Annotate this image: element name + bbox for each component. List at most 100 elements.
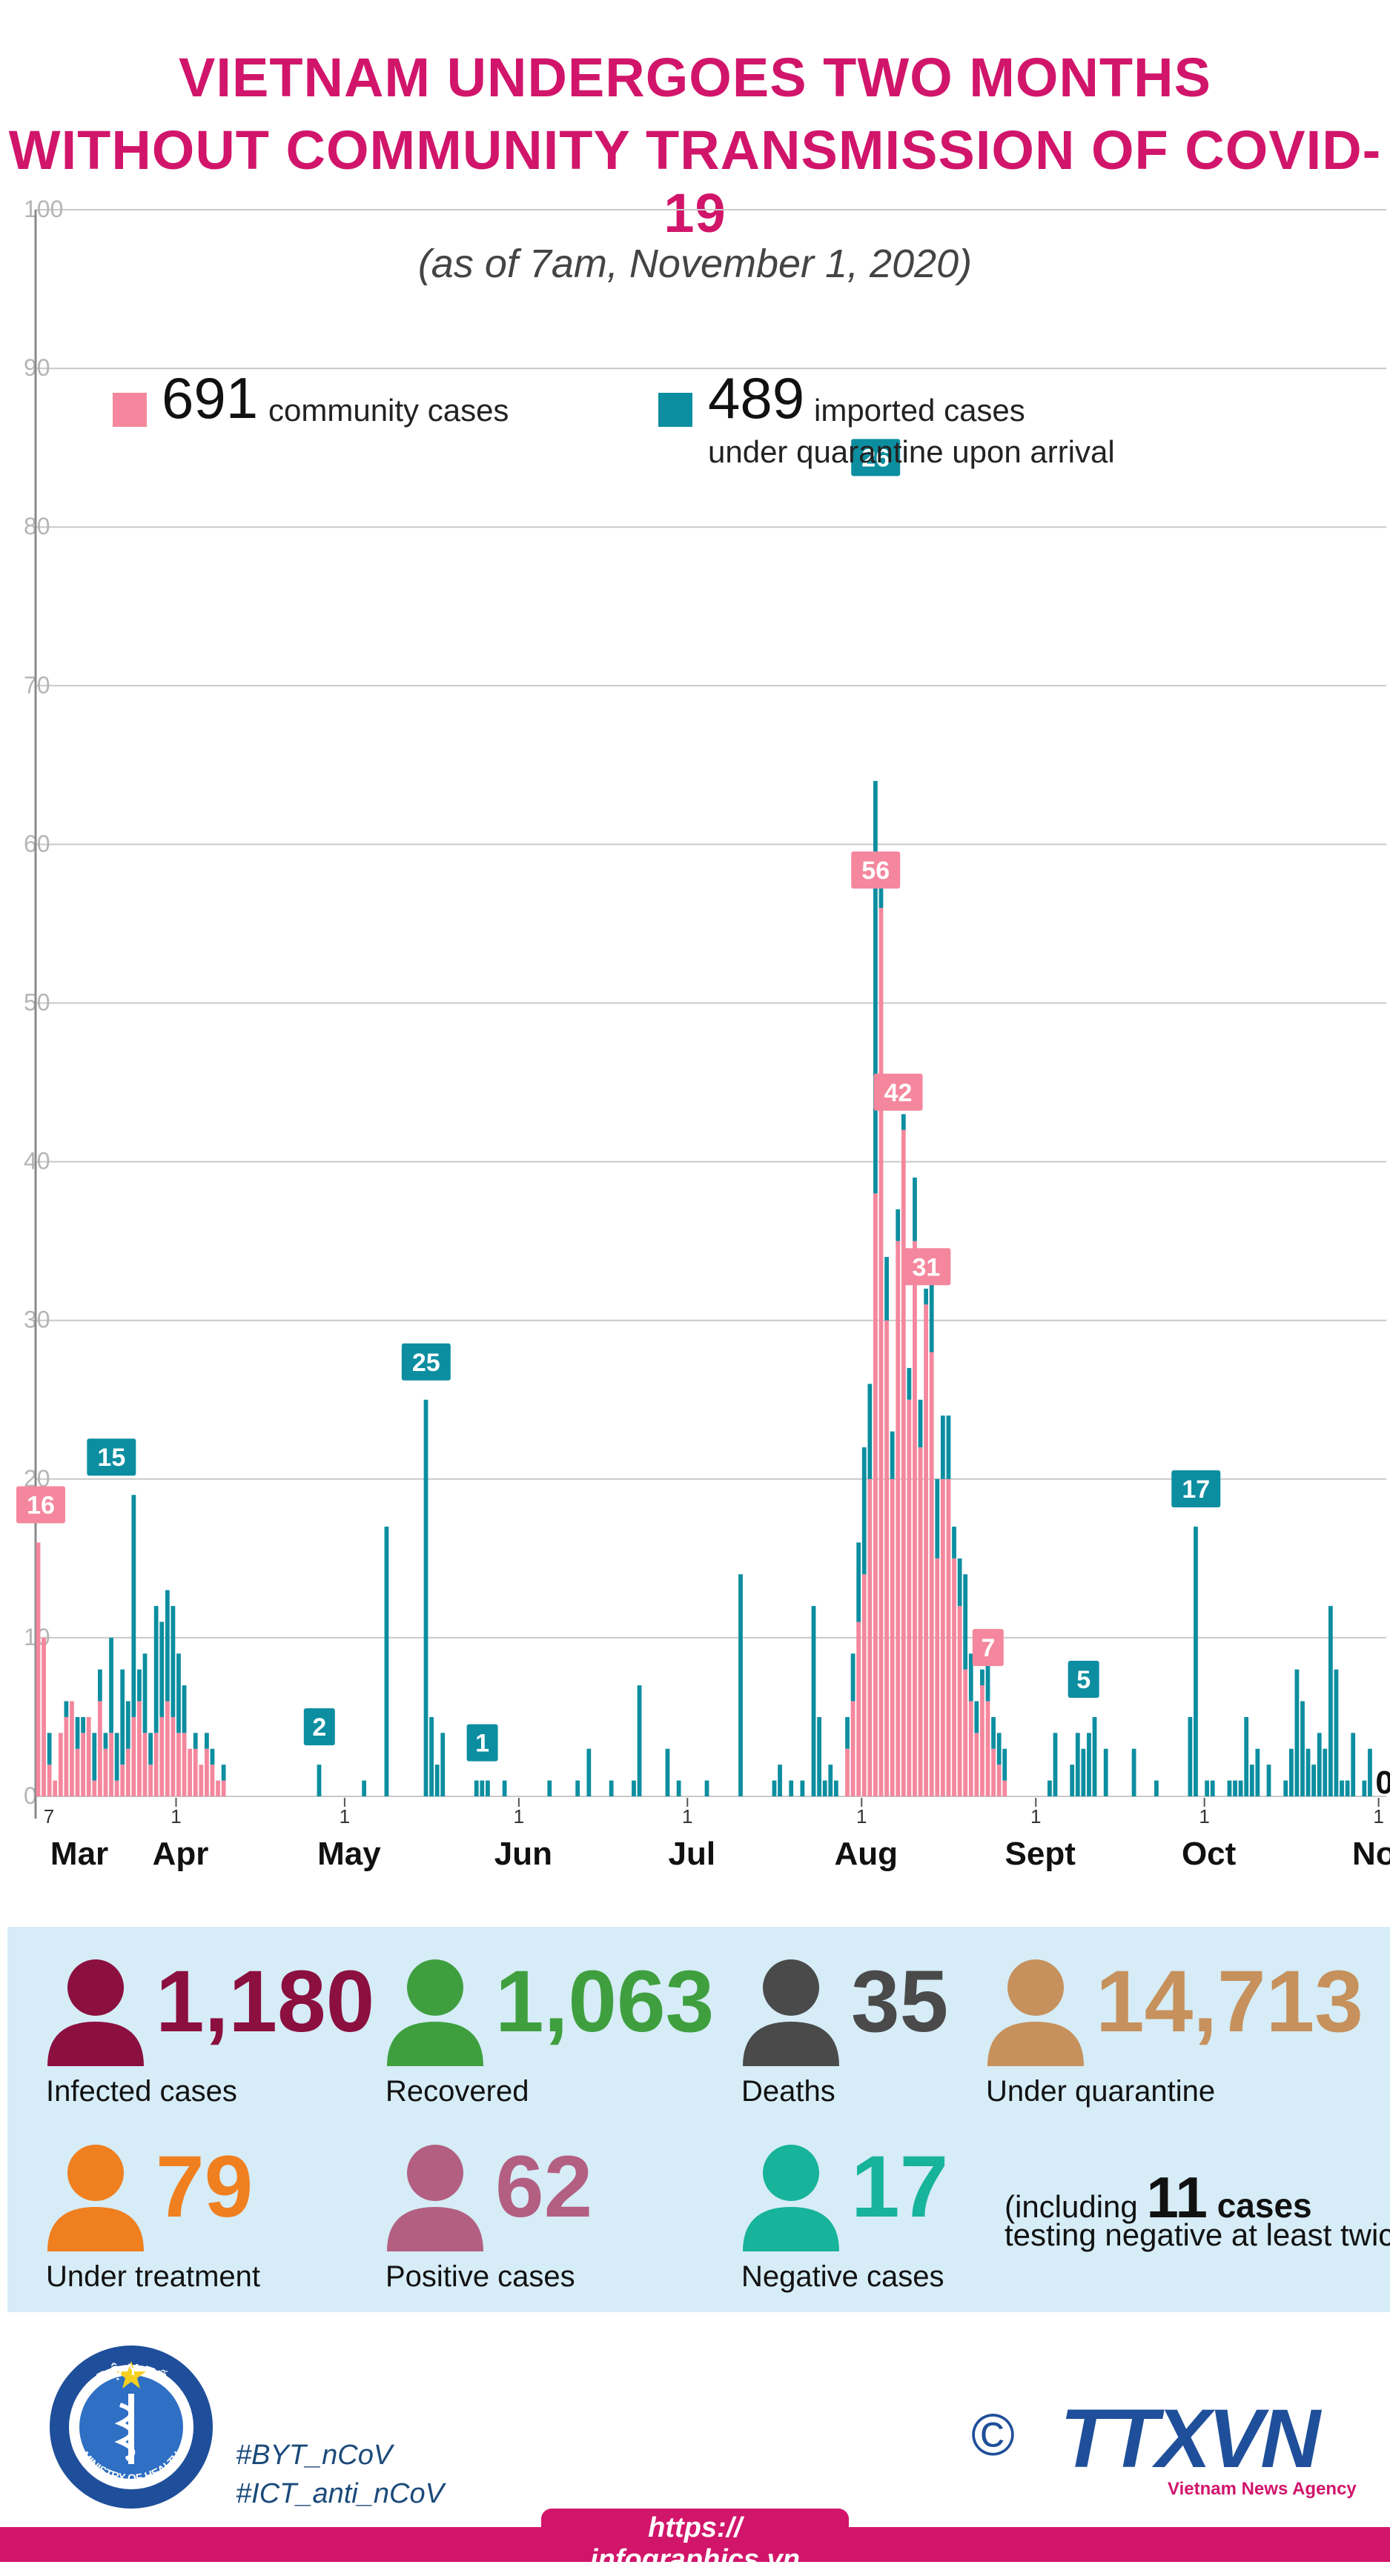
bar-imported xyxy=(946,1415,951,1479)
annotation-box xyxy=(873,1073,923,1111)
x-month-label: Jun xyxy=(494,1836,552,1872)
x-day-label: 1 xyxy=(682,1805,692,1828)
bar-imported xyxy=(1255,1748,1260,1796)
bar-imported xyxy=(193,1733,198,1749)
bar-community xyxy=(210,1765,215,1796)
bar-community xyxy=(188,1748,193,1796)
bar-community xyxy=(171,1716,176,1796)
bar-imported xyxy=(1288,1748,1294,1796)
bar-imported xyxy=(440,1733,446,1796)
bar-imported xyxy=(1087,1733,1091,1796)
bar-imported xyxy=(822,1780,827,1796)
bar-imported xyxy=(957,1558,962,1607)
bar-imported xyxy=(924,1288,929,1305)
person-icon xyxy=(47,2145,144,2251)
bar-imported xyxy=(1131,1748,1136,1796)
stat-quarantine-label: Under quarantine xyxy=(986,2075,1216,2108)
bar-imported xyxy=(817,1716,821,1796)
annotation-label: 2 xyxy=(312,1713,326,1742)
y-tick-label: 80 xyxy=(24,513,50,540)
bar-community xyxy=(114,1780,119,1796)
ministry-of-health-seal: BỘ Y TẾ MINISTRY OF HEALTH xyxy=(50,2346,213,2509)
bar-community xyxy=(165,1701,170,1796)
bar-imported xyxy=(1210,1780,1215,1796)
person-icon xyxy=(387,1959,483,2066)
bar-imported xyxy=(1317,1733,1322,1796)
bar-imported xyxy=(1300,1701,1305,1796)
bar-imported xyxy=(125,1701,130,1749)
bar-imported xyxy=(103,1733,108,1749)
bar-community xyxy=(924,1304,929,1796)
bar-imported xyxy=(884,1257,889,1321)
bar-community xyxy=(952,1558,956,1796)
bar-imported xyxy=(901,1114,906,1130)
x-month-label: Sept xyxy=(1005,1836,1076,1872)
bar-imported xyxy=(963,1574,968,1670)
stat-negative-label: Negative cases xyxy=(741,2260,944,2293)
annotation-label: 17 xyxy=(1182,1475,1210,1504)
y-tick-label: 70 xyxy=(24,671,50,698)
ttxvn-logo: TTXVN xyxy=(1060,2392,1320,2485)
stat-treatment-value: 79 xyxy=(156,2138,254,2236)
bar-imported xyxy=(205,1733,209,1749)
stat-recovered-value: 1,063 xyxy=(495,1953,715,2051)
bar-imported xyxy=(362,1780,367,1796)
bar-community xyxy=(153,1733,159,1796)
x-day-label: 1 xyxy=(1373,1805,1383,1828)
bar-community xyxy=(81,1733,86,1796)
bar-imported xyxy=(47,1733,52,1765)
bar-imported xyxy=(704,1780,709,1796)
bar-imported xyxy=(1283,1780,1288,1796)
annotation-box xyxy=(1068,1660,1099,1698)
bar-community xyxy=(929,1352,934,1796)
annotation-label: 31 xyxy=(913,1253,941,1281)
covid-cases-chart: 0102030405060708090100161522512656423175… xyxy=(0,185,1390,1923)
bar-imported xyxy=(109,1637,113,1733)
footer-url[interactable]: https:// infographics.vn xyxy=(590,2512,800,2575)
bar-imported xyxy=(586,1748,592,1796)
bar-imported xyxy=(1081,1748,1086,1796)
x-month-label: Mar xyxy=(50,1836,108,1872)
bar-community xyxy=(182,1733,187,1796)
person-icon xyxy=(387,2145,483,2251)
bar-community xyxy=(940,1478,945,1796)
bar-imported xyxy=(845,1716,850,1749)
bar-community xyxy=(850,1701,855,1796)
note-unit: cases xyxy=(1207,2186,1312,2225)
bar-community xyxy=(896,1241,901,1796)
bar-imported xyxy=(738,1574,743,1796)
bar-imported xyxy=(384,1527,389,1796)
y-tick-label: 50 xyxy=(24,989,50,1016)
bar-imported xyxy=(1294,1669,1300,1796)
bar-imported xyxy=(913,1178,917,1241)
y-tick-label: 0 xyxy=(24,1782,37,1809)
bar-community xyxy=(873,1193,878,1796)
bar-community xyxy=(221,1780,226,1796)
x-month-label: Aug xyxy=(834,1836,898,1872)
bar-imported xyxy=(918,1399,923,1447)
bar-imported xyxy=(575,1780,580,1796)
stat-positive-value: 62 xyxy=(495,2138,593,2236)
x-day-label: 1 xyxy=(856,1805,867,1828)
legend-community-number: 691 xyxy=(162,365,259,431)
x-day-label: 1 xyxy=(1199,1805,1209,1828)
bar-imported xyxy=(1249,1765,1254,1796)
bar-imported xyxy=(772,1780,777,1796)
bar-imported xyxy=(996,1733,1002,1765)
bar-imported xyxy=(547,1780,552,1796)
bar-imported xyxy=(890,1431,895,1479)
hashtag-1: #BYT_nCoV xyxy=(236,2440,393,2471)
bar-imported xyxy=(97,1669,102,1702)
bar-imported xyxy=(502,1780,507,1796)
note-number: 11 xyxy=(1146,2165,1208,2230)
bar-community xyxy=(205,1748,209,1796)
bar-community xyxy=(142,1733,148,1796)
annotation-box xyxy=(851,439,901,477)
bar-imported xyxy=(980,1669,984,1686)
annotation-label: 16 xyxy=(27,1491,55,1519)
stat-negative-value: 17 xyxy=(851,2138,949,2236)
x-month-label: Oct xyxy=(1182,1836,1237,1872)
bar-imported xyxy=(1368,1748,1372,1796)
bar-community xyxy=(957,1606,962,1796)
bar-imported xyxy=(81,1716,86,1733)
